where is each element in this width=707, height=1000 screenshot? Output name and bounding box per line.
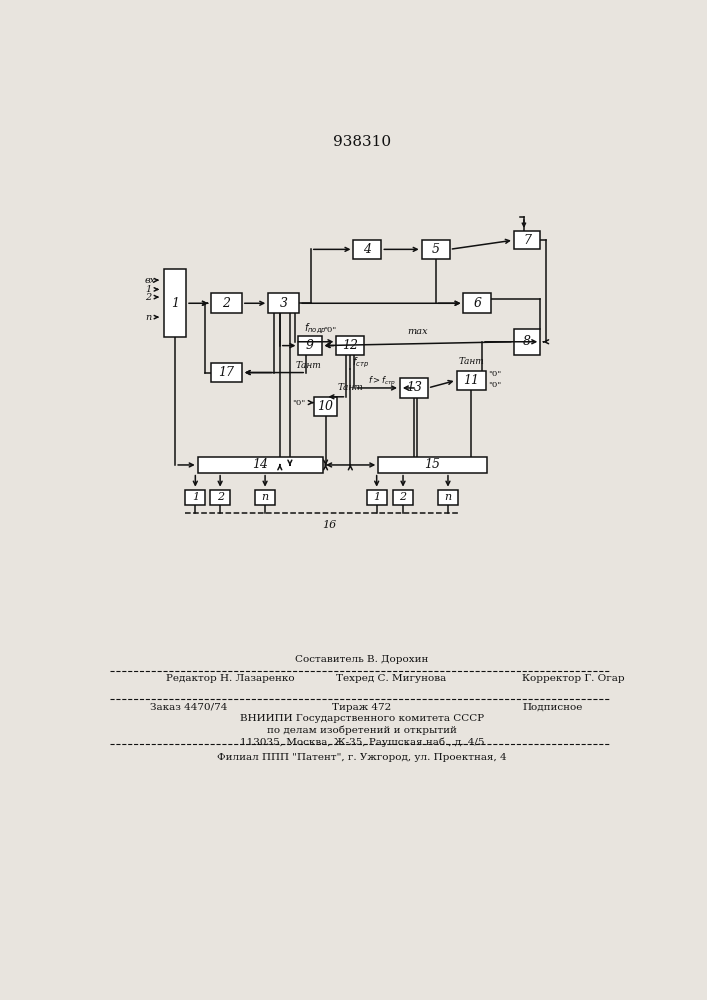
Text: Редактор Н. Лазаренко: Редактор Н. Лазаренко bbox=[166, 674, 295, 683]
Text: "0": "0" bbox=[489, 370, 501, 378]
Text: Филиал ППП "Патент", г. Ужгород, ул. Проектная, 4: Филиал ППП "Патент", г. Ужгород, ул. Про… bbox=[217, 753, 507, 762]
Text: по делам изобретений и открытий: по делам изобретений и открытий bbox=[267, 726, 457, 735]
Text: 2: 2 bbox=[216, 492, 223, 502]
Bar bbox=[464, 293, 491, 313]
Text: 17: 17 bbox=[218, 366, 234, 379]
Text: 6: 6 bbox=[474, 297, 481, 310]
Text: 1: 1 bbox=[145, 285, 151, 294]
Text: Тираж 472: Тираж 472 bbox=[332, 703, 392, 712]
Text: Подписное: Подписное bbox=[522, 703, 583, 712]
Text: 13: 13 bbox=[406, 381, 422, 394]
Text: 3: 3 bbox=[280, 297, 288, 310]
Bar bbox=[514, 329, 540, 355]
Text: вх: вх bbox=[145, 276, 156, 285]
Bar bbox=[211, 363, 242, 382]
Text: 1: 1 bbox=[171, 297, 179, 310]
Bar bbox=[298, 336, 322, 355]
Bar bbox=[457, 371, 486, 390]
Bar bbox=[438, 490, 458, 505]
Text: 16: 16 bbox=[322, 520, 337, 530]
Bar bbox=[354, 240, 381, 259]
Text: 7: 7 bbox=[523, 234, 531, 247]
Bar bbox=[314, 397, 337, 416]
Bar bbox=[337, 336, 364, 355]
Bar bbox=[185, 490, 206, 505]
Text: $f_{стр}$: $f_{стр}$ bbox=[352, 356, 369, 370]
Text: 15: 15 bbox=[424, 458, 440, 471]
Text: 2: 2 bbox=[399, 492, 407, 502]
Text: Составитель В. Дорохин: Составитель В. Дорохин bbox=[296, 654, 428, 664]
Text: 5: 5 bbox=[431, 243, 440, 256]
Bar bbox=[211, 293, 242, 313]
Text: 938310: 938310 bbox=[333, 135, 391, 149]
Text: Техред С. Мигунова: Техред С. Мигунова bbox=[337, 674, 447, 683]
Text: n: n bbox=[445, 492, 452, 502]
Text: 1: 1 bbox=[373, 492, 380, 502]
Text: Корректор Г. Огар: Корректор Г. Огар bbox=[522, 674, 625, 683]
Text: 8: 8 bbox=[523, 335, 531, 348]
Text: "0": "0" bbox=[323, 326, 337, 334]
Text: ВНИИПИ Государственного комитета СССР: ВНИИПИ Государственного комитета СССР bbox=[240, 714, 484, 723]
Text: 113035, Москва, Ж-35, Раушская наб., д. 4/5: 113035, Москва, Ж-35, Раушская наб., д. … bbox=[240, 738, 484, 747]
Text: 2: 2 bbox=[222, 297, 230, 310]
Text: n: n bbox=[145, 313, 151, 322]
Text: 14: 14 bbox=[252, 458, 269, 471]
Text: Тант: Тант bbox=[296, 361, 322, 370]
Text: $f{>}f_{стр}$: $f{>}f_{стр}$ bbox=[368, 375, 396, 388]
Text: n: n bbox=[262, 492, 269, 502]
Text: Тант: Тант bbox=[337, 383, 363, 392]
Text: 11: 11 bbox=[463, 374, 479, 387]
Bar bbox=[164, 269, 186, 337]
Bar bbox=[198, 457, 323, 473]
Text: 9: 9 bbox=[306, 339, 314, 352]
Bar bbox=[514, 231, 540, 249]
Bar bbox=[421, 240, 450, 259]
Text: Заказ 4470/74: Заказ 4470/74 bbox=[151, 703, 228, 712]
Bar bbox=[393, 490, 413, 505]
Bar bbox=[378, 457, 486, 473]
Bar bbox=[210, 490, 230, 505]
Text: 2: 2 bbox=[145, 293, 151, 302]
Bar bbox=[255, 490, 275, 505]
Text: Тант: Тант bbox=[458, 357, 484, 366]
Text: 1: 1 bbox=[192, 492, 199, 502]
Text: max: max bbox=[407, 327, 428, 336]
Bar bbox=[367, 490, 387, 505]
Text: 12: 12 bbox=[342, 339, 358, 352]
Bar bbox=[400, 378, 428, 398]
Text: $f_{подр}$: $f_{подр}$ bbox=[305, 322, 327, 336]
Bar bbox=[268, 293, 299, 313]
Text: "0": "0" bbox=[489, 381, 501, 389]
Text: 10: 10 bbox=[317, 400, 334, 413]
Text: 4: 4 bbox=[363, 243, 371, 256]
Text: "0": "0" bbox=[292, 399, 305, 407]
